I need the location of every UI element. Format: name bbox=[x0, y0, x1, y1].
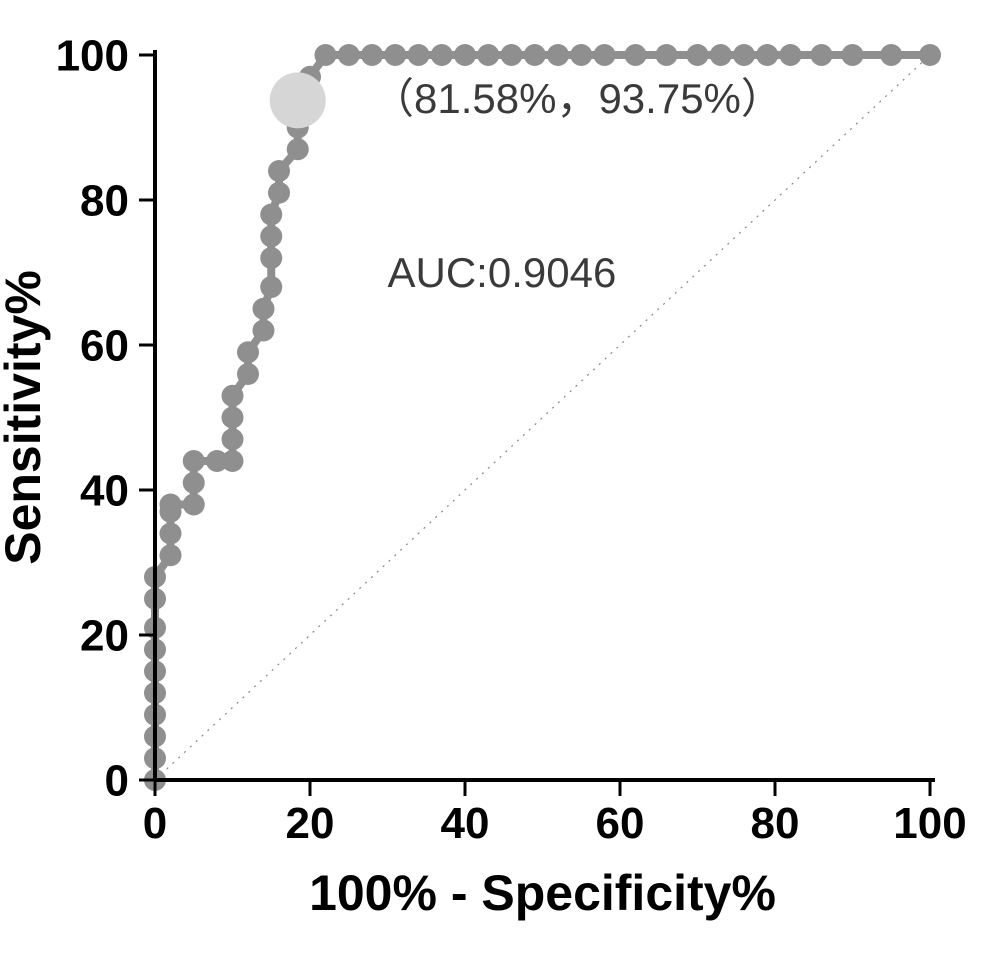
roc-point-marker bbox=[547, 44, 569, 66]
roc-point-marker bbox=[222, 407, 244, 429]
roc-point-marker bbox=[315, 44, 337, 66]
y-tick-label: 20 bbox=[80, 611, 129, 660]
roc-point-marker bbox=[268, 160, 290, 182]
x-axis-title: 100% - Specificity% bbox=[309, 865, 776, 921]
roc-point-marker bbox=[811, 44, 833, 66]
roc-point-marker bbox=[594, 44, 616, 66]
x-tick-label: 80 bbox=[751, 799, 800, 848]
roc-point-marker bbox=[780, 44, 802, 66]
roc-point-marker bbox=[710, 44, 732, 66]
roc-point-marker bbox=[160, 544, 182, 566]
roc-point-marker bbox=[268, 182, 290, 204]
roc-point-marker bbox=[183, 494, 205, 516]
roc-point-marker bbox=[287, 138, 309, 160]
roc-point-marker bbox=[361, 44, 383, 66]
x-tick-label: 0 bbox=[143, 799, 167, 848]
roc-point-marker bbox=[733, 44, 755, 66]
roc-point-marker bbox=[237, 341, 259, 363]
roc-point-marker bbox=[570, 44, 592, 66]
roc-point-marker bbox=[183, 450, 205, 472]
roc-point-marker bbox=[222, 450, 244, 472]
roc-point-marker bbox=[687, 44, 709, 66]
roc-point-marker bbox=[338, 44, 360, 66]
roc-point-marker bbox=[260, 225, 282, 247]
auc-annotation: AUC:0.9046 bbox=[388, 249, 617, 296]
roc-point-marker bbox=[454, 44, 476, 66]
x-tick-label: 100 bbox=[893, 799, 966, 848]
y-tick-label: 60 bbox=[80, 321, 129, 370]
x-tick-label: 40 bbox=[441, 799, 490, 848]
y-tick-label: 100 bbox=[56, 31, 129, 80]
x-tick-label: 60 bbox=[596, 799, 645, 848]
roc-point-marker bbox=[524, 44, 546, 66]
roc-point-marker bbox=[408, 44, 430, 66]
roc-point-marker bbox=[625, 44, 647, 66]
roc-point-marker bbox=[260, 276, 282, 298]
roc-point-marker bbox=[160, 523, 182, 545]
roc-point-marker bbox=[919, 44, 941, 66]
roc-point-marker bbox=[384, 44, 406, 66]
roc-point-marker bbox=[260, 247, 282, 269]
y-tick-label: 80 bbox=[80, 176, 129, 225]
y-tick-label: 0 bbox=[105, 756, 129, 805]
roc-point-marker bbox=[842, 44, 864, 66]
roc-point-marker bbox=[501, 44, 523, 66]
roc-point-marker bbox=[253, 298, 275, 320]
roc-point-marker bbox=[160, 494, 182, 516]
roc-point-marker bbox=[253, 320, 275, 342]
roc-point-marker bbox=[431, 44, 453, 66]
x-tick-label: 20 bbox=[286, 799, 335, 848]
roc-point-marker bbox=[183, 472, 205, 494]
roc-point-marker bbox=[477, 44, 499, 66]
y-tick-label: 40 bbox=[80, 466, 129, 515]
roc-point-marker bbox=[222, 385, 244, 407]
roc-point-marker bbox=[222, 428, 244, 450]
optimal-threshold-marker bbox=[270, 72, 326, 128]
optimal-point-annotation: （81.58%，93.75%） bbox=[372, 75, 783, 122]
roc-point-marker bbox=[260, 204, 282, 226]
roc-point-marker bbox=[756, 44, 778, 66]
roc-point-marker bbox=[656, 44, 678, 66]
y-axis-title: Sensitivity% bbox=[0, 270, 51, 565]
roc-chart: 0 20 40 60 80 100 0 20 40 60 80 100 100% - Specifici… bbox=[0, 0, 1000, 955]
roc-point-marker bbox=[880, 44, 902, 66]
roc-point-marker bbox=[237, 363, 259, 385]
